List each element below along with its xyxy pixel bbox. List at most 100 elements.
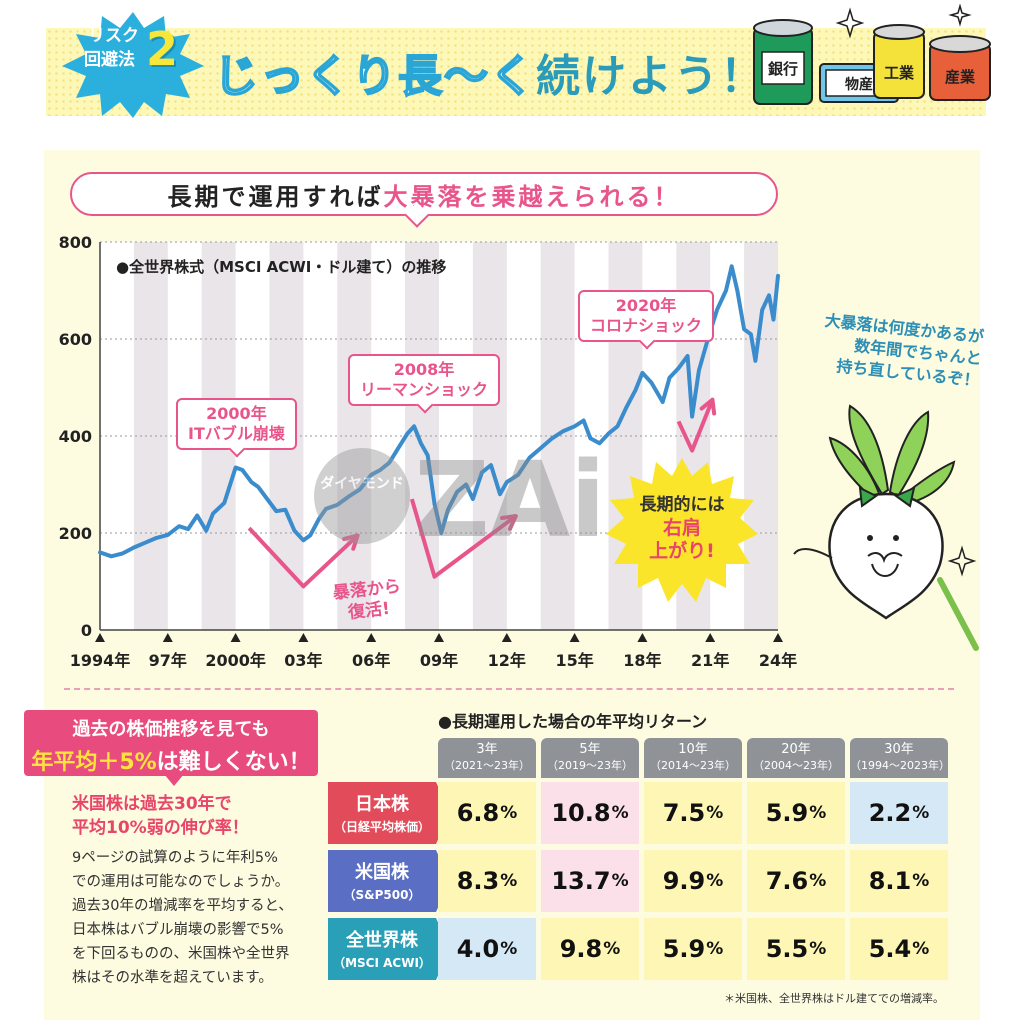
burst-line2: 右肩 [662, 517, 701, 539]
can-icon-sangyo: 産業 [929, 35, 991, 101]
table-cell: 10.8% [541, 782, 639, 844]
return-banner-rest: は難しくない！ [156, 750, 311, 775]
eye-icon-right [893, 535, 899, 541]
x-tick-marker [705, 633, 716, 642]
page-title-tail: 続けよう！ [536, 51, 766, 102]
row-sub: （日経平均株価） [333, 820, 430, 834]
x-tick-label: 18年 [623, 651, 661, 670]
column-range: （2014〜23年） [650, 759, 736, 772]
table-row-label: 日本株 （日経平均株価） [328, 782, 450, 844]
table-cell: 5.4% [850, 918, 948, 980]
table-column-header: 3年 （2021〜23年） [438, 738, 536, 778]
table-cell: 4.0% [438, 918, 536, 980]
sparkle-icon-mascot [947, 545, 977, 577]
cell-unit: % [809, 871, 827, 891]
column-range: （2021〜23年） [444, 759, 530, 772]
callout-lehman: 2008年 リーマンショック [348, 354, 501, 406]
callout-lehman-event: リーマンショック [360, 380, 489, 399]
callout-corona-year: 2020年 [615, 296, 677, 315]
body-line: 日本株はバブル崩壊の影響で5% [72, 922, 284, 938]
page-title-main: じっくり長〜く [213, 50, 536, 103]
sparkle-icon [835, 7, 865, 39]
watermark-sub: ダイヤモンド [320, 475, 404, 492]
eye-icon-left [867, 535, 873, 541]
can-label-sangyo: 産業 [945, 68, 976, 86]
cell-value: 8.1 [868, 867, 912, 895]
x-tick-label: 09年 [420, 651, 458, 670]
column-period: 10年 [678, 742, 708, 757]
cell-value: 9.8 [559, 935, 603, 963]
cell-value: 7.6 [765, 867, 809, 895]
cans-illustration: 銀行 物産 工業 産業 [753, 4, 991, 105]
row-sub: （MSCI ACWI） [333, 956, 431, 970]
page-title: じっくり長〜く続けよう！ [213, 40, 766, 104]
x-tick-label: 15年 [555, 651, 593, 670]
table-cell: 2.2% [850, 782, 948, 844]
series-line [98, 264, 780, 559]
turnip-leaves-icon [828, 404, 956, 506]
mustache-icon [867, 552, 903, 564]
x-tick-marker [366, 633, 377, 642]
watermark-logo: ダイヤモンド ZAi [314, 439, 606, 548]
cell-value: 9.9 [662, 867, 706, 895]
cell-unit: % [809, 803, 827, 823]
cell-unit: % [912, 939, 930, 959]
return-banner-line1: 過去の株価推移を見ても [72, 719, 270, 740]
can-label-kogyo: 工業 [884, 64, 915, 82]
chart-headline-part1: 長期で運用すれば [167, 182, 384, 211]
x-tick-marker [773, 633, 783, 642]
us-stocks-subhead: 米国株は過去30年で 平均10%弱の伸び率！ [72, 792, 249, 840]
row-sub: （S&P500） [343, 888, 421, 902]
x-tick-marker [637, 633, 648, 642]
watermark-text: ZAi [414, 439, 606, 548]
column-period: 30年 [884, 742, 914, 757]
cell-unit: % [500, 871, 518, 891]
y-tick-label: 200 [59, 524, 92, 543]
burst-line1: 長期的には [639, 495, 725, 515]
body-line: 過去30年の増減率を平均すると、 [72, 898, 293, 914]
table-cell: 9.8% [541, 918, 639, 980]
bounce-label: 暴落から 復活! [332, 577, 404, 626]
cell-unit: % [706, 803, 724, 823]
y-tick-label: 400 [59, 427, 92, 446]
row-name: 全世界株 [346, 930, 418, 951]
x-tick-label: 06年 [352, 651, 390, 670]
beard-icon [871, 563, 899, 577]
recovery-arrow-head [342, 533, 360, 551]
x-tick-label: 24年 [759, 651, 797, 670]
hand-left [793, 548, 833, 559]
cell-unit: % [611, 803, 629, 823]
recovery-arrow-head [499, 514, 518, 531]
callout-corona: 2020年 コロナショック [578, 290, 715, 342]
cell-unit: % [706, 871, 724, 891]
chart-headline-part2: 大暴落を乗越えられる！ [383, 182, 681, 211]
column-range: （1994〜2023年） [850, 759, 950, 772]
cell-unit: % [912, 803, 930, 823]
chart-title: ●全世界株式（MSCI ACWI・ドル建て）の推移 [116, 258, 446, 276]
x-tick-marker [230, 633, 241, 642]
cell-unit: % [500, 939, 518, 959]
row-name: 米国株 [355, 862, 409, 883]
cell-value: 5.9 [662, 935, 706, 963]
body-line: を下回るものの、米国株や全世界 [72, 946, 290, 962]
callout-corona-event: コロナショック [590, 316, 703, 335]
table-cell: 8.1% [850, 850, 948, 912]
table-cell: 7.5% [644, 782, 742, 844]
table-cell: 5.5% [747, 918, 845, 980]
chart-x-tick-labels: 1994年 97年 2000年 03年 06年 09年 12年 15年 18年 21年 24年 [70, 633, 797, 670]
cell-value: 10.8 [551, 799, 611, 827]
cell-value: 5.9 [765, 799, 809, 827]
table-column-header: 20年 （2004〜23年） [747, 738, 845, 778]
x-tick-marker [569, 633, 580, 642]
body-paragraph: 9ページの試算のように年利5% での運用は可能なのでしょうか。 過去30年の増減… [72, 846, 322, 990]
cell-value: 2.2 [868, 799, 912, 827]
table-cell: 5.9% [644, 918, 742, 980]
arm-with-cane [937, 577, 979, 651]
x-tick-label: 1994年 [70, 651, 131, 670]
recovery-arrow [676, 398, 715, 453]
subhead-line1: 米国株は過去30年で [72, 794, 232, 814]
returns-footnote: ＊米国株、全世界株はドル建てでの増減率。 [724, 992, 944, 1005]
column-period: 20年 [781, 742, 811, 757]
column-period: 5年 [579, 742, 601, 757]
burst-line3: 上がり! [649, 540, 715, 562]
